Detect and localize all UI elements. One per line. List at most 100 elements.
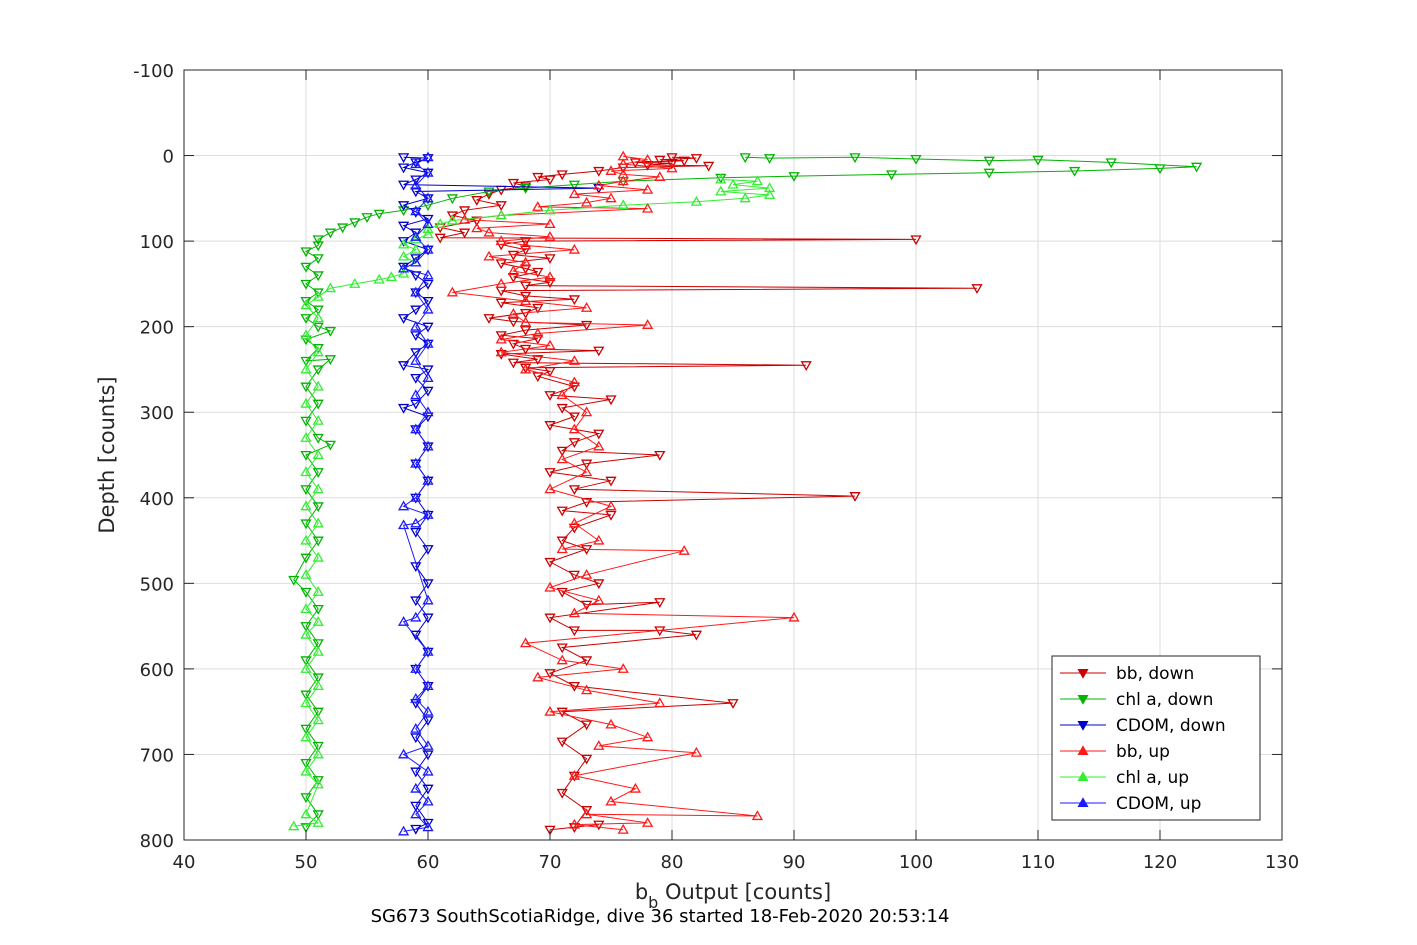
legend-box — [1051, 655, 1261, 821]
data-point — [580, 406, 593, 417]
data-point — [495, 333, 507, 344]
data-point — [544, 254, 556, 265]
data-point — [763, 182, 776, 193]
data-point — [312, 810, 324, 821]
data-point — [397, 267, 410, 278]
data-point — [422, 406, 434, 417]
legend: bb, down chl a, down CDOM, down bb, up chl a… — [1051, 655, 1261, 821]
data-point — [324, 282, 337, 293]
data-point — [300, 262, 312, 273]
data-point — [397, 237, 410, 247]
data-point — [605, 500, 617, 511]
data-point — [605, 510, 617, 521]
data-point — [593, 166, 605, 177]
data-point — [519, 281, 532, 292]
data-point — [580, 808, 593, 819]
data-point — [690, 746, 703, 757]
data-point — [568, 355, 581, 365]
data-point — [410, 331, 422, 342]
x-tick-label: 60 — [417, 852, 440, 873]
data-point — [312, 714, 324, 725]
data-point — [568, 438, 581, 448]
x-tick-label: 120 — [1143, 852, 1177, 873]
data-point — [507, 358, 520, 369]
data-point — [397, 153, 410, 164]
data-point — [532, 334, 544, 345]
data-point — [410, 179, 422, 190]
data-point — [471, 196, 483, 206]
data-point — [519, 637, 532, 648]
data-point — [410, 767, 422, 778]
y-tick-label: 600 — [140, 660, 174, 681]
data-point — [300, 335, 312, 346]
data-point — [288, 820, 300, 831]
data-point — [422, 740, 434, 750]
data-point — [471, 222, 483, 233]
data-point — [495, 259, 507, 270]
data-point — [910, 235, 922, 246]
data-point — [556, 737, 568, 748]
data-point — [410, 630, 422, 641]
data-point — [544, 204, 556, 215]
data-point — [495, 350, 507, 360]
data-point — [580, 754, 593, 765]
data-point — [324, 355, 337, 365]
data-point — [397, 616, 410, 626]
data-point — [410, 808, 422, 819]
data-point — [422, 613, 434, 624]
data-point — [300, 628, 312, 639]
data-point — [300, 808, 312, 819]
data-point — [532, 267, 544, 278]
data-point — [397, 238, 410, 249]
data-point — [617, 168, 629, 179]
data-point — [410, 158, 422, 169]
data-point — [300, 279, 312, 290]
series-line — [452, 155, 795, 831]
data-point — [544, 468, 556, 478]
data-point — [556, 788, 568, 799]
data-point — [605, 476, 617, 487]
series-chl-a-down — [288, 153, 1203, 833]
data-point — [446, 211, 459, 222]
data-point — [532, 201, 544, 211]
data-point — [300, 622, 312, 632]
data-point — [422, 750, 434, 761]
data-point — [641, 183, 654, 194]
x-tick-label: 70 — [539, 852, 562, 873]
data-point — [373, 273, 385, 284]
data-point — [312, 551, 324, 562]
data-point — [434, 218, 446, 229]
data-point — [568, 607, 581, 618]
x-axis-label-sub: b — [648, 893, 658, 912]
data-point — [300, 296, 312, 307]
data-point — [593, 740, 605, 750]
data-point — [519, 184, 532, 194]
data-point — [312, 346, 324, 357]
data-point — [727, 699, 739, 709]
data-point — [312, 817, 324, 827]
x-tick-label: 80 — [661, 852, 684, 873]
data-point — [410, 699, 422, 709]
data-point — [410, 389, 422, 400]
data-point — [715, 173, 727, 184]
data-point — [556, 506, 568, 517]
data-point — [690, 154, 703, 164]
data-point — [312, 414, 324, 425]
data-point — [568, 517, 581, 528]
data-point — [641, 319, 654, 329]
data-point — [519, 363, 532, 374]
data-point — [422, 412, 434, 423]
data-point — [300, 363, 312, 374]
data-point — [483, 314, 495, 324]
data-point — [312, 271, 324, 282]
legend-marker — [1077, 771, 1089, 781]
data-point — [544, 557, 556, 568]
data-point — [422, 214, 434, 225]
legend-label: CDOM, up — [1116, 794, 1201, 814]
data-point — [324, 228, 337, 239]
data-point — [312, 365, 324, 376]
data-point — [495, 235, 507, 246]
data-point — [629, 782, 642, 793]
data-point — [568, 295, 581, 306]
data-point — [410, 693, 422, 703]
